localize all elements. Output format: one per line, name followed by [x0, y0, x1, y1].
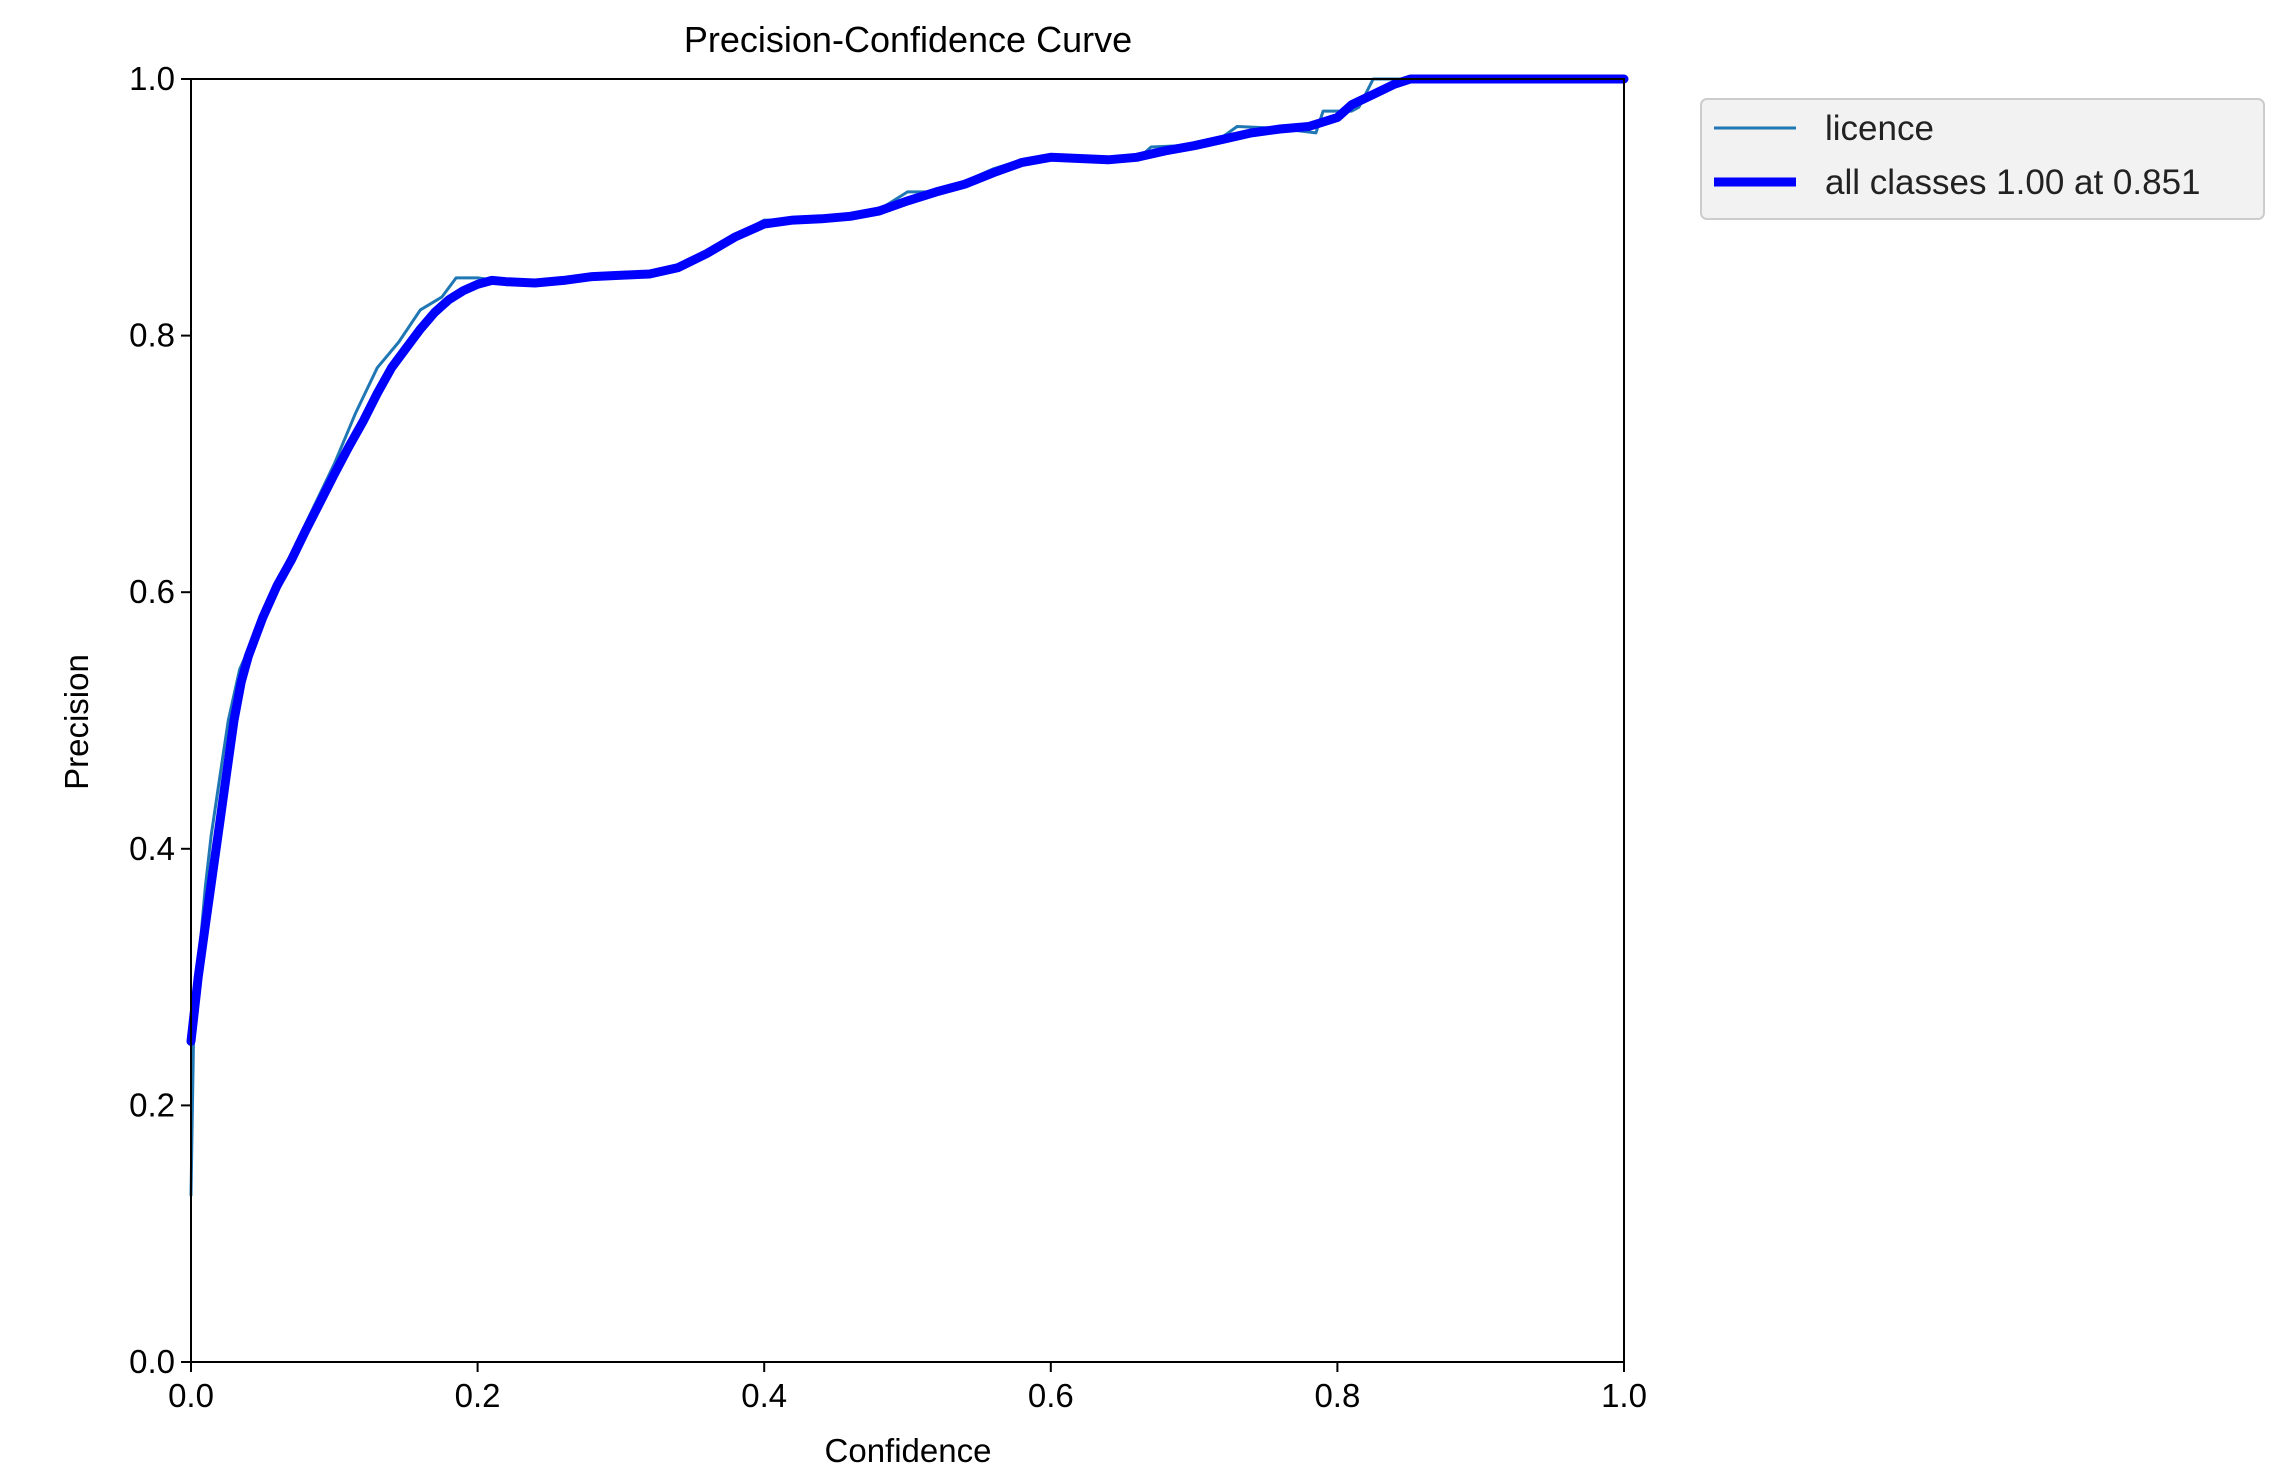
legend-label-licence: licence [1825, 109, 1934, 148]
legend-label-all-classes: all classes 1.00 at 0.851 [1825, 163, 2201, 202]
legend-box [1700, 98, 2265, 220]
y-tick-label: 0.2 [129, 1086, 175, 1123]
x-tick-label: 0.2 [455, 1377, 501, 1414]
y-axis-ticks: 0.0 0.2 0.4 0.6 0.8 1.0 [129, 60, 191, 1380]
plot-curves [186, 74, 1629, 1197]
chart-title: Precision-Confidence Curve [684, 19, 1132, 60]
x-axis-ticks: 0.0 0.2 0.4 0.6 0.8 1.0 [168, 1362, 1647, 1414]
x-tick-label: 0.6 [1028, 1377, 1074, 1414]
x-tick-label: 0.0 [168, 1377, 214, 1414]
curve-all-classes [186, 74, 1629, 1046]
y-tick-label: 0.6 [129, 573, 175, 610]
x-tick-label: 0.4 [741, 1377, 787, 1414]
x-tick-label: 1.0 [1601, 1377, 1647, 1414]
y-tick-label: 0.8 [129, 317, 175, 354]
x-tick-label: 0.8 [1314, 1377, 1360, 1414]
y-axis-title: Precision [58, 654, 95, 790]
legend: licence all classes 1.00 at 0.851 [1700, 98, 2265, 220]
plot-frame [190, 78, 1625, 1363]
y-tick-label: 1.0 [129, 60, 175, 97]
y-tick-label: 0.4 [129, 830, 175, 867]
x-axis-title: Confidence [825, 1432, 992, 1469]
y-tick-label: 0.0 [129, 1343, 175, 1380]
